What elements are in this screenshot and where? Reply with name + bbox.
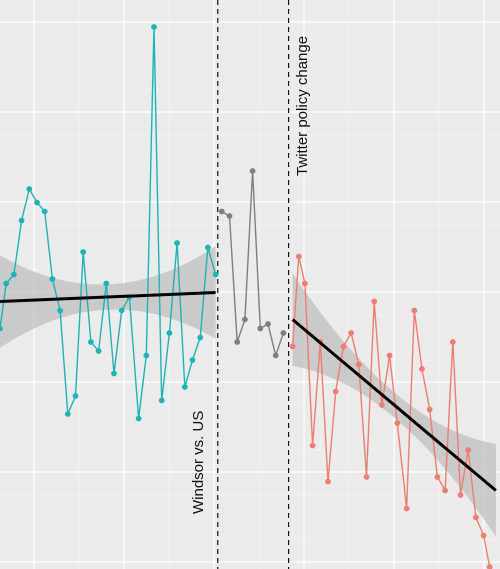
series-1-point bbox=[272, 352, 279, 359]
series-1-point bbox=[234, 339, 241, 345]
series-1-point bbox=[257, 325, 264, 332]
series-points bbox=[0, 24, 493, 569]
series-0-point bbox=[174, 240, 181, 246]
series-2-point bbox=[340, 343, 347, 350]
series-0-point bbox=[26, 186, 33, 192]
trend-line-2 bbox=[291, 318, 497, 492]
series-2-point bbox=[457, 492, 464, 498]
series-2-point bbox=[442, 487, 448, 494]
series-0-point bbox=[95, 348, 102, 354]
series-2-point bbox=[426, 406, 433, 413]
series-0-point bbox=[181, 384, 188, 390]
series-0-point bbox=[57, 307, 63, 314]
series-2-point bbox=[411, 307, 418, 314]
series-2-point bbox=[486, 564, 493, 569]
series-0-point bbox=[3, 280, 10, 287]
annotation-windsor: Windsor vs. US bbox=[190, 411, 207, 514]
series-line-2 bbox=[291, 256, 491, 569]
series-2-point bbox=[295, 253, 302, 260]
series-0-point bbox=[166, 330, 173, 336]
series-2-point bbox=[403, 505, 410, 512]
series-2-point bbox=[309, 442, 316, 449]
series-2-point bbox=[449, 339, 456, 345]
series-2-point bbox=[332, 388, 339, 395]
series-0-point bbox=[88, 339, 94, 345]
series-2-point bbox=[348, 330, 354, 336]
series-2-point bbox=[325, 478, 331, 485]
series-1-point bbox=[218, 208, 225, 215]
series-1-point bbox=[265, 321, 271, 327]
trend-lines bbox=[0, 291, 497, 492]
series-0-point bbox=[111, 370, 117, 377]
series-2-point bbox=[289, 343, 296, 350]
trend-line-0 bbox=[0, 291, 216, 303]
event-lines bbox=[217, 0, 290, 569]
series-0-point bbox=[49, 276, 56, 282]
series-2-point bbox=[371, 298, 378, 305]
series-0-point bbox=[64, 411, 71, 417]
series-0-point bbox=[103, 280, 110, 287]
series-0-point bbox=[205, 244, 211, 251]
series-2-point bbox=[465, 447, 472, 453]
series-0-point bbox=[34, 199, 40, 206]
series-0-point bbox=[0, 325, 3, 332]
series-0-point bbox=[189, 357, 196, 363]
series-1-point bbox=[280, 330, 287, 336]
series-2-point bbox=[419, 366, 425, 372]
series-0-point bbox=[143, 352, 150, 359]
annotation-twitter-policy: Twitter policy change bbox=[294, 36, 311, 176]
series-2-point bbox=[302, 280, 308, 287]
series-2-point bbox=[355, 361, 362, 368]
series-0-point bbox=[80, 249, 87, 255]
series-0-point bbox=[151, 24, 157, 30]
series-1-point bbox=[249, 168, 256, 174]
series-0-point bbox=[118, 307, 125, 314]
series-1-point bbox=[242, 316, 248, 323]
series-0-point bbox=[72, 393, 79, 399]
series-0-point bbox=[41, 208, 48, 215]
series-2-point bbox=[434, 474, 441, 480]
series-0-point bbox=[212, 271, 219, 278]
series-2-point bbox=[379, 402, 385, 408]
series-2-point bbox=[394, 420, 401, 426]
series-0-point bbox=[135, 415, 142, 422]
series-2-point bbox=[480, 532, 487, 539]
series-2-point bbox=[386, 352, 393, 359]
series-2-point bbox=[363, 474, 370, 480]
series-0-point bbox=[11, 271, 17, 278]
series-0-point bbox=[197, 334, 204, 341]
series-1-point bbox=[226, 213, 233, 219]
series-2-point bbox=[473, 514, 479, 521]
series-0-point bbox=[158, 397, 165, 404]
series-0-point bbox=[18, 217, 25, 224]
